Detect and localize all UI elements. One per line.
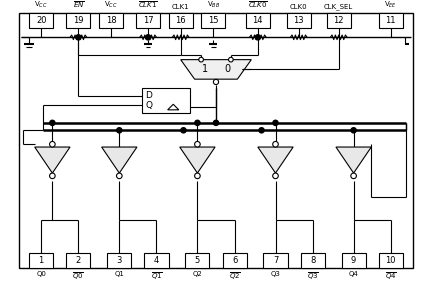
- Text: Q4: Q4: [349, 271, 359, 277]
- Text: 18: 18: [106, 16, 116, 25]
- Text: 12: 12: [334, 16, 344, 25]
- Text: $\overline{Q3}$: $\overline{Q3}$: [307, 271, 319, 282]
- Polygon shape: [336, 147, 371, 173]
- Bar: [136, 13, 160, 28]
- Text: 15: 15: [208, 16, 219, 25]
- Text: $\overline{Q0}$: $\overline{Q0}$: [73, 271, 84, 282]
- Text: V$_{EE}$: V$_{EE}$: [384, 0, 397, 10]
- Circle shape: [76, 35, 81, 40]
- Text: CLK1: CLK1: [172, 4, 190, 10]
- Polygon shape: [258, 147, 293, 173]
- Text: Q: Q: [146, 101, 152, 110]
- Bar: [66, 13, 90, 28]
- Circle shape: [255, 35, 260, 40]
- Text: $\overline{Q4}$: $\overline{Q4}$: [385, 271, 397, 282]
- Circle shape: [117, 128, 122, 133]
- Bar: [327, 13, 351, 28]
- Text: $\overline{EN}$: $\overline{EN}$: [73, 0, 84, 10]
- Text: 2: 2: [76, 256, 81, 265]
- Polygon shape: [102, 147, 137, 173]
- Circle shape: [194, 173, 200, 179]
- Bar: [379, 13, 403, 28]
- Polygon shape: [35, 147, 70, 173]
- Text: Q3: Q3: [270, 271, 280, 277]
- Circle shape: [50, 120, 55, 125]
- Text: 10: 10: [385, 256, 396, 265]
- Bar: [201, 13, 226, 28]
- Text: 8: 8: [310, 256, 315, 265]
- Bar: [185, 253, 210, 268]
- Circle shape: [199, 57, 203, 62]
- Text: $\overline{CLK1}$: $\overline{CLK1}$: [138, 0, 158, 10]
- Circle shape: [351, 128, 356, 133]
- Text: V$_{CC}$: V$_{CC}$: [104, 0, 118, 10]
- Text: 4: 4: [154, 256, 159, 265]
- Circle shape: [50, 173, 55, 179]
- Bar: [379, 253, 403, 268]
- Text: Q1: Q1: [114, 271, 124, 277]
- Circle shape: [50, 142, 55, 147]
- Bar: [222, 253, 247, 268]
- Polygon shape: [168, 104, 179, 110]
- Bar: [29, 253, 53, 268]
- Bar: [142, 89, 190, 113]
- Circle shape: [195, 120, 200, 125]
- Circle shape: [273, 142, 278, 147]
- Polygon shape: [180, 147, 215, 173]
- Bar: [246, 13, 270, 28]
- Bar: [342, 253, 366, 268]
- Circle shape: [351, 173, 356, 179]
- Text: V$_{CC}$: V$_{CC}$: [35, 0, 48, 10]
- Bar: [29, 13, 53, 28]
- Text: 11: 11: [385, 16, 396, 25]
- Text: 6: 6: [232, 256, 237, 265]
- Bar: [99, 13, 123, 28]
- Text: V$_{BB}$: V$_{BB}$: [206, 0, 220, 10]
- Text: CLK0: CLK0: [290, 4, 308, 10]
- Text: D: D: [146, 91, 152, 100]
- Circle shape: [181, 128, 186, 133]
- Text: 13: 13: [293, 16, 304, 25]
- Text: CLK_SEL: CLK_SEL: [324, 4, 353, 10]
- Bar: [66, 253, 90, 268]
- Bar: [107, 253, 131, 268]
- Text: 1: 1: [38, 256, 44, 265]
- Text: $\overline{Q2}$: $\overline{Q2}$: [229, 271, 241, 282]
- Text: 19: 19: [73, 16, 84, 25]
- Text: Q0: Q0: [36, 271, 46, 277]
- Polygon shape: [181, 60, 251, 79]
- Circle shape: [213, 120, 219, 125]
- Text: 7: 7: [273, 256, 278, 265]
- Text: Q2: Q2: [193, 271, 202, 277]
- Bar: [168, 13, 193, 28]
- Text: 9: 9: [351, 256, 356, 265]
- Circle shape: [194, 142, 200, 147]
- Text: 3: 3: [117, 256, 122, 265]
- Text: $\overline{CLK0}$: $\overline{CLK0}$: [248, 0, 268, 10]
- Circle shape: [229, 57, 233, 62]
- Bar: [301, 253, 325, 268]
- Text: 14: 14: [253, 16, 263, 25]
- Bar: [144, 253, 168, 268]
- Circle shape: [117, 173, 122, 179]
- Text: 1: 1: [202, 64, 208, 74]
- Text: 20: 20: [36, 16, 47, 25]
- Bar: [287, 13, 311, 28]
- Circle shape: [146, 35, 151, 40]
- Circle shape: [259, 128, 264, 133]
- Text: 17: 17: [143, 16, 153, 25]
- Circle shape: [273, 120, 278, 125]
- Text: 16: 16: [175, 16, 186, 25]
- Circle shape: [213, 79, 219, 85]
- Circle shape: [273, 173, 278, 179]
- Text: 5: 5: [195, 256, 200, 265]
- Text: $\overline{Q1}$: $\overline{Q1}$: [150, 271, 162, 282]
- Text: 0: 0: [224, 64, 230, 74]
- Bar: [264, 253, 288, 268]
